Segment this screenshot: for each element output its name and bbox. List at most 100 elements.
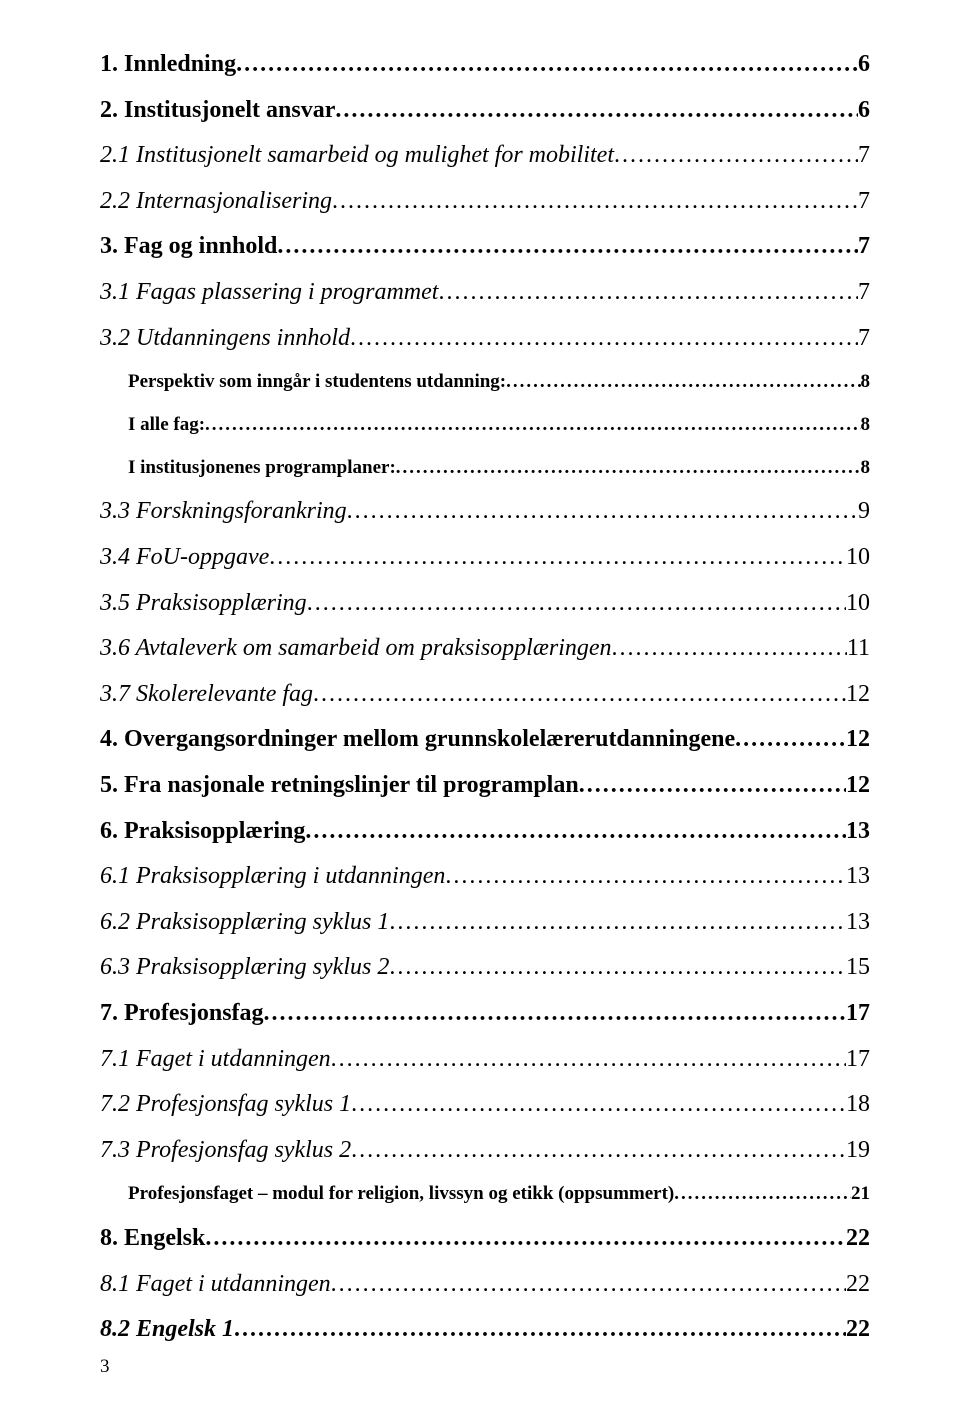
toc-leader: ........................................… bbox=[389, 900, 846, 946]
toc-label: 1. Innledning bbox=[100, 42, 236, 88]
toc-leader: ........................................… bbox=[612, 626, 847, 672]
toc-leader: ........................................… bbox=[236, 42, 858, 88]
toc-leader: ........................................… bbox=[506, 361, 860, 404]
toc-leader: ........................................… bbox=[438, 270, 858, 316]
toc-page: 13 bbox=[846, 854, 870, 900]
toc-label: 6.2 Praksisopplæring syklus 1 bbox=[100, 900, 389, 946]
toc-leader: ........................................… bbox=[234, 1307, 846, 1353]
toc-page: 7 bbox=[858, 133, 870, 179]
toc-entry: 6. Praksisopplæring.....................… bbox=[100, 809, 870, 855]
toc-entry: 6.3 Praksisopplæring syklus 2...........… bbox=[100, 945, 870, 991]
toc-leader: ........................................… bbox=[313, 672, 846, 718]
toc-entry: 1. Innledning...........................… bbox=[100, 42, 870, 88]
toc-label: 3.5 Praksisopplæring bbox=[100, 581, 307, 627]
toc-page: 8 bbox=[861, 361, 871, 404]
toc-leader: ........................................… bbox=[335, 88, 858, 134]
toc-page: 11 bbox=[847, 626, 870, 672]
toc-leader: ........................................… bbox=[347, 489, 858, 535]
toc-label: I institusjonenes programplaner: bbox=[128, 447, 396, 490]
toc-label: 6. Praksisopplæring bbox=[100, 809, 305, 855]
toc-leader: ........................................… bbox=[735, 717, 846, 763]
toc-leader: ........................................… bbox=[614, 133, 858, 179]
toc-entry: 8.2 Engelsk 1...........................… bbox=[100, 1307, 870, 1353]
toc-label: 3.3 Forskningsforankring bbox=[100, 489, 347, 535]
toc-entry: 8.1 Faget i utdanningen.................… bbox=[100, 1262, 870, 1308]
toc-leader: ........................................… bbox=[351, 1082, 846, 1128]
toc-entry: 3.3 Forskningsforankring................… bbox=[100, 489, 870, 535]
toc-leader: ........................................… bbox=[205, 404, 860, 447]
toc-leader: ........................................… bbox=[579, 763, 846, 809]
toc-label: Profesjonsfaget – modul for religion, li… bbox=[128, 1173, 674, 1216]
toc-entry: 2. Institusjonelt ansvar................… bbox=[100, 88, 870, 134]
toc-label: 6.1 Praksisopplæring i utdanningen bbox=[100, 854, 445, 900]
toc-entry: 4. Overgangsordninger mellom grunnskolel… bbox=[100, 717, 870, 763]
toc-entry: 3.7 Skolerelevante fag..................… bbox=[100, 672, 870, 718]
toc-entry: 5. Fra nasjonale retningslinjer til prog… bbox=[100, 763, 870, 809]
toc-page: 19 bbox=[846, 1128, 870, 1174]
toc-label: 8. Engelsk bbox=[100, 1216, 205, 1262]
toc-entry: 6.2 Praksisopplæring syklus 1...........… bbox=[100, 900, 870, 946]
toc-leader: ........................................… bbox=[350, 316, 858, 362]
toc-entry: 3. Fag og innhold.......................… bbox=[100, 224, 870, 270]
toc-entry: 3.6 Avtaleverk om samarbeid om praksisop… bbox=[100, 626, 870, 672]
toc-label: 3.2 Utdanningens innhold bbox=[100, 316, 350, 362]
toc-entry: I alle fag:.............................… bbox=[100, 404, 870, 447]
toc-page: 22 bbox=[846, 1216, 870, 1262]
toc-page: 7 bbox=[858, 316, 870, 362]
toc-label: 2.2 Internasjonalisering bbox=[100, 179, 332, 225]
toc-label: 2.1 Institusjonelt samarbeid og mulighet… bbox=[100, 133, 614, 179]
toc-leader: ........................................… bbox=[307, 581, 846, 627]
toc-label: 3. Fag og innhold bbox=[100, 224, 277, 270]
toc-label: 6.3 Praksisopplæring syklus 2 bbox=[100, 945, 389, 991]
toc-leader: ........................................… bbox=[331, 1262, 846, 1308]
toc-label: 3.7 Skolerelevante fag bbox=[100, 672, 313, 718]
toc-entry: Profesjonsfaget – modul for religion, li… bbox=[100, 1173, 870, 1216]
toc-label: 3.1 Fagas plassering i programmet bbox=[100, 270, 438, 316]
toc-entry: 2.2 Internasjonalisering................… bbox=[100, 179, 870, 225]
toc-page: 18 bbox=[846, 1082, 870, 1128]
toc-page: 17 bbox=[846, 1037, 870, 1083]
toc-page: 7 bbox=[858, 224, 870, 270]
toc-label: 3.4 FoU-oppgave bbox=[100, 535, 269, 581]
toc-leader: ........................................… bbox=[445, 854, 846, 900]
toc-label: 5. Fra nasjonale retningslinjer til prog… bbox=[100, 763, 579, 809]
toc-page: 22 bbox=[846, 1307, 870, 1353]
toc-leader: ........................................… bbox=[305, 809, 846, 855]
toc-page: 7 bbox=[858, 270, 870, 316]
page-number: 3 bbox=[100, 1356, 110, 1378]
toc-entry: 7.2 Profesjonsfag syklus 1..............… bbox=[100, 1082, 870, 1128]
toc-leader: ........................................… bbox=[269, 535, 846, 581]
toc-entry: 7.1 Faget i utdanningen.................… bbox=[100, 1037, 870, 1083]
toc-leader: ........................................… bbox=[674, 1173, 851, 1216]
toc-page: 8 bbox=[861, 404, 871, 447]
toc-entry: Perspektiv som inngår i studentens utdan… bbox=[100, 361, 870, 404]
toc-leader: ........................................… bbox=[277, 224, 858, 270]
toc-entry: 3.5 Praksisopplæring....................… bbox=[100, 581, 870, 627]
toc-leader: ........................................… bbox=[264, 991, 846, 1037]
table-of-contents: 1. Innledning...........................… bbox=[100, 42, 870, 1353]
toc-leader: ........................................… bbox=[389, 945, 846, 991]
toc-page: 22 bbox=[846, 1262, 870, 1308]
toc-label: 8.2 Engelsk 1 bbox=[100, 1307, 234, 1353]
toc-label: 3.6 Avtaleverk om samarbeid om praksisop… bbox=[100, 626, 612, 672]
toc-label: 7.2 Profesjonsfag syklus 1 bbox=[100, 1082, 351, 1128]
toc-page: 10 bbox=[846, 581, 870, 627]
toc-page: 15 bbox=[846, 945, 870, 991]
toc-label: 8.1 Faget i utdanningen bbox=[100, 1262, 331, 1308]
toc-leader: ........................................… bbox=[332, 179, 858, 225]
toc-label: 2. Institusjonelt ansvar bbox=[100, 88, 335, 134]
toc-page: 7 bbox=[858, 179, 870, 225]
toc-entry: 2.1 Institusjonelt samarbeid og mulighet… bbox=[100, 133, 870, 179]
toc-page: 12 bbox=[846, 717, 870, 763]
toc-page: 6 bbox=[858, 88, 870, 134]
toc-entry: I institusjonenes programplaner:........… bbox=[100, 447, 870, 490]
toc-page: 13 bbox=[846, 900, 870, 946]
toc-page: 21 bbox=[851, 1173, 870, 1216]
toc-page: 8 bbox=[861, 447, 871, 490]
toc-leader: ........................................… bbox=[351, 1128, 846, 1174]
toc-label: Perspektiv som inngår i studentens utdan… bbox=[128, 361, 506, 404]
toc-label: 7.3 Profesjonsfag syklus 2 bbox=[100, 1128, 351, 1174]
toc-label: 7.1 Faget i utdanningen bbox=[100, 1037, 331, 1083]
toc-page: 10 bbox=[846, 535, 870, 581]
toc-entry: 8. Engelsk..............................… bbox=[100, 1216, 870, 1262]
